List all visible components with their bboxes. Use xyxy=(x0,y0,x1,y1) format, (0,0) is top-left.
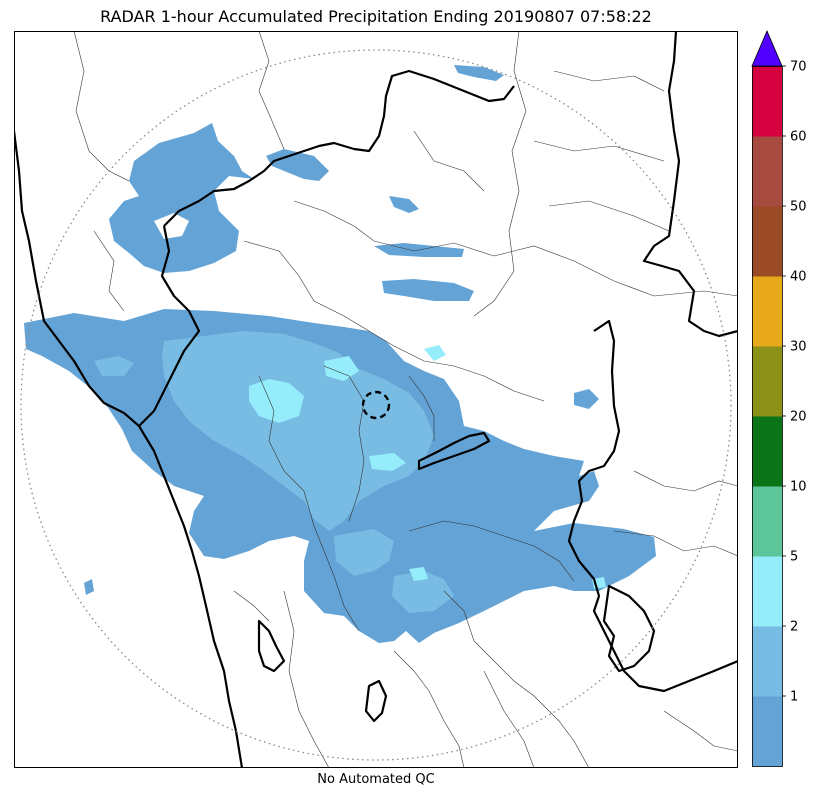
precip-streak-3 xyxy=(389,196,419,213)
precip-peak-5 xyxy=(424,345,446,361)
colorbar-ticks: 1 2 5 10 20 30 40 50 60 70 xyxy=(782,60,807,705)
colorbar-band xyxy=(752,136,782,207)
precip-core-2 xyxy=(334,529,394,576)
state-border-southeast xyxy=(567,319,738,693)
precip-peak-3 xyxy=(369,453,406,471)
radar-site-marker xyxy=(361,390,391,420)
colorbar-band xyxy=(752,206,782,277)
colorbar-band xyxy=(752,276,782,347)
colorbar-frame xyxy=(752,66,783,767)
range-ring xyxy=(20,49,732,761)
colorbar-tick-label: 70 xyxy=(790,60,807,75)
colorbar-tick-label: 40 xyxy=(790,270,807,285)
colorbar-overflow-arrow xyxy=(751,29,783,67)
colorbar-tick-label: 30 xyxy=(790,340,807,355)
colorbar-tick-label: 60 xyxy=(790,130,807,145)
precipitation-layer-2to5 xyxy=(249,345,606,589)
state-border-south-loop-2 xyxy=(364,679,388,723)
precip-core-4 xyxy=(94,356,134,376)
state-border-center xyxy=(138,225,201,427)
precip-streak-4 xyxy=(454,65,504,81)
radar-map xyxy=(14,31,738,768)
colorbar-band xyxy=(752,346,782,417)
precip-area-north xyxy=(109,123,254,273)
precip-peak-4 xyxy=(409,567,428,581)
colorbar-band xyxy=(752,556,782,627)
colorbar-tick-label: 1 xyxy=(790,690,798,705)
precip-core-1 xyxy=(162,331,434,531)
colorbar-band xyxy=(752,486,782,557)
colorbar-band xyxy=(752,696,782,767)
precip-core-3 xyxy=(392,571,454,613)
coastline xyxy=(14,130,244,768)
qc-note: No Automated QC xyxy=(317,772,435,787)
state-borders xyxy=(14,31,738,768)
state-border-southeast-fragment xyxy=(602,584,656,673)
colorbar-bands xyxy=(752,66,782,767)
state-border-inner xyxy=(417,431,491,471)
colorbar-band xyxy=(752,626,782,697)
precip-streak-5 xyxy=(574,389,599,409)
precipitation-layer-1to2 xyxy=(94,331,454,613)
precip-gap-north xyxy=(154,213,189,239)
state-border-east xyxy=(642,31,738,338)
chart-title: RADAR 1-hour Accumulated Precipitation E… xyxy=(100,7,652,26)
colorbar-tick-label: 5 xyxy=(790,550,798,565)
colorbar: 1 2 5 10 20 30 40 50 60 70 xyxy=(751,29,807,767)
colorbar-tick-label: 2 xyxy=(790,620,798,635)
colorbar-band xyxy=(752,66,782,137)
colorbar-tick-label: 20 xyxy=(790,410,807,425)
colorbar-tick-label: 50 xyxy=(790,200,807,215)
colorbar-band xyxy=(752,416,782,487)
state-border-north xyxy=(163,69,515,227)
state-border-south-loop xyxy=(257,619,286,673)
map-frame xyxy=(14,31,738,768)
precip-spot-sw xyxy=(84,579,94,595)
precip-peak-2 xyxy=(324,356,359,381)
precip-area-northcenter xyxy=(266,149,329,181)
district-boundaries xyxy=(73,31,738,768)
precip-peak-1 xyxy=(249,379,304,423)
colorbar-tick-label: 10 xyxy=(790,480,807,495)
precip-streak-1 xyxy=(382,279,474,301)
